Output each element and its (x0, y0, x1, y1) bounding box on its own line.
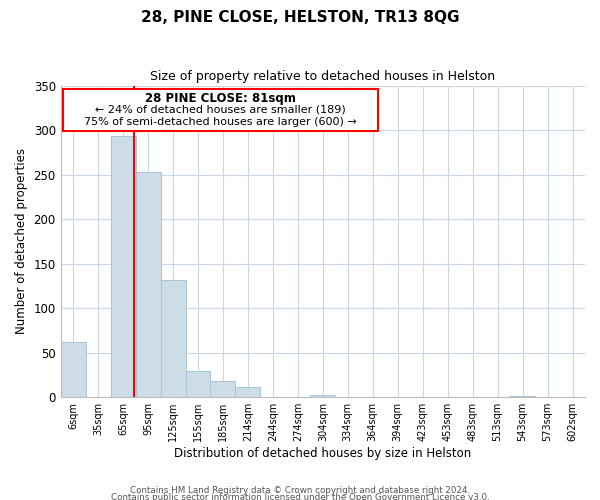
Text: Contains HM Land Registry data © Crown copyright and database right 2024.: Contains HM Land Registry data © Crown c… (130, 486, 470, 495)
X-axis label: Distribution of detached houses by size in Helston: Distribution of detached houses by size … (174, 447, 472, 460)
Bar (110, 136, 136, 397)
Bar (310, 394, 335, 397)
Bar (136, 172, 161, 397)
Y-axis label: Number of detached properties: Number of detached properties (15, 148, 28, 334)
FancyBboxPatch shape (63, 88, 378, 130)
Bar (510, 396, 535, 397)
Bar (211, 381, 235, 397)
Text: 28, PINE CLOSE, HELSTON, TR13 8QG: 28, PINE CLOSE, HELSTON, TR13 8QG (141, 10, 459, 25)
Bar (61, 342, 86, 397)
Text: 75% of semi-detached houses are larger (600) →: 75% of semi-detached houses are larger (… (84, 116, 357, 126)
Bar (235, 388, 260, 397)
Text: Contains public sector information licensed under the Open Government Licence v3: Contains public sector information licen… (110, 494, 490, 500)
Bar (185, 372, 211, 397)
Bar (161, 280, 185, 397)
Text: ← 24% of detached houses are smaller (189): ← 24% of detached houses are smaller (18… (95, 104, 346, 115)
Title: Size of property relative to detached houses in Helston: Size of property relative to detached ho… (150, 70, 496, 83)
Text: 28 PINE CLOSE: 81sqm: 28 PINE CLOSE: 81sqm (145, 92, 296, 105)
